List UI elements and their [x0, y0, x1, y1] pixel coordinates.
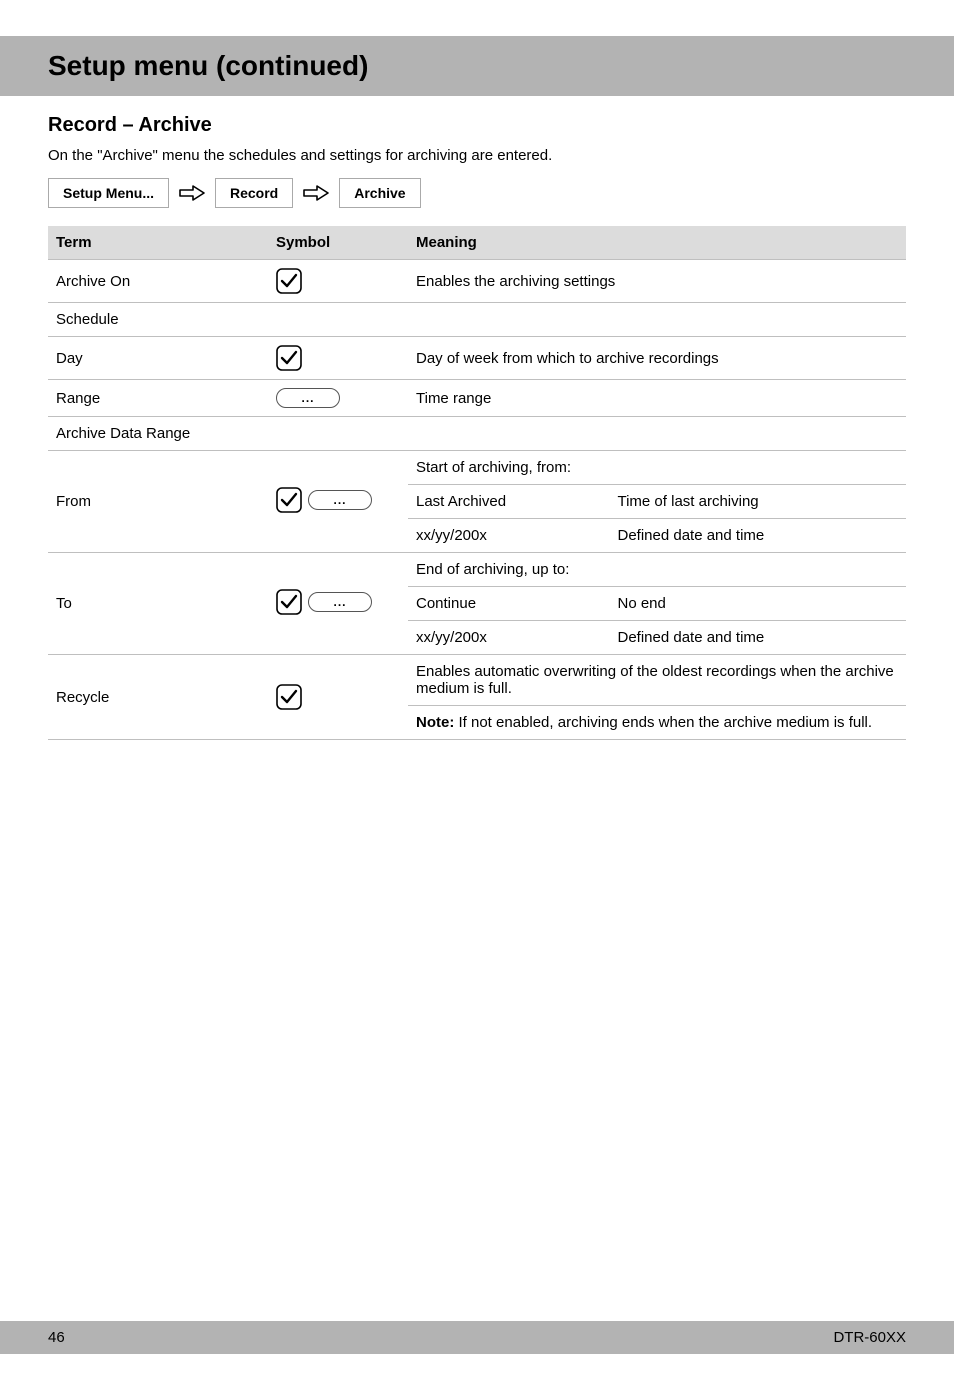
cell-option-label: xx/yy/200x	[408, 519, 609, 553]
pill-icon: ...	[276, 388, 340, 408]
cell-symbol	[268, 337, 408, 380]
cell-symbol	[268, 417, 408, 451]
footer-doc-id: DTR-60XX	[833, 1329, 906, 1346]
check-icon	[276, 268, 302, 294]
breadcrumb: Setup Menu... Record Archive	[48, 178, 906, 208]
check-icon	[276, 345, 302, 371]
col-header-symbol: Symbol	[268, 226, 408, 260]
cell-term: From	[48, 451, 268, 553]
cell-option-desc: Defined date and time	[609, 519, 906, 553]
cell-symbol: ...	[268, 380, 408, 417]
cell-symbol	[268, 303, 408, 337]
breadcrumb-item: Setup Menu...	[48, 178, 169, 208]
table-row: From ... Start of archiving, from:	[48, 451, 906, 485]
cell-option-label: Last Archived	[408, 485, 609, 519]
breadcrumb-item: Record	[215, 178, 293, 208]
cell-symbol	[268, 260, 408, 303]
cell-term: To	[48, 553, 268, 655]
footer-page-number: 46	[48, 1329, 65, 1346]
page: Setup menu (continued) Record – Archive …	[0, 36, 954, 1390]
title-band: Setup menu (continued)	[0, 36, 954, 96]
cell-term: Range	[48, 380, 268, 417]
breadcrumb-item: Archive	[339, 178, 420, 208]
cell-term: Archive Data Range	[48, 417, 268, 451]
table-row: Recycle Enables automatic overwriting of…	[48, 655, 906, 706]
cell-option-desc: Time of last archiving	[609, 485, 906, 519]
cell-note: Note: If not enabled, archiving ends whe…	[408, 706, 906, 740]
note-label: Note:	[416, 714, 454, 731]
cell-option-desc: No end	[609, 587, 906, 621]
cell-meaning: Enables automatic overwriting of the old…	[408, 655, 906, 706]
check-icon	[276, 589, 302, 615]
cell-term: Schedule	[48, 303, 268, 337]
pill-icon: ...	[308, 592, 372, 612]
pill-icon: ...	[308, 490, 372, 510]
col-header-meaning: Meaning	[408, 226, 906, 260]
table-row: Archive Data Range	[48, 417, 906, 451]
cell-symbol: ...	[268, 451, 408, 553]
cell-term: Archive On	[48, 260, 268, 303]
cell-symbol	[268, 655, 408, 740]
definitions-table: Term Symbol Meaning Archive On Enables t…	[48, 226, 906, 740]
arrow-right-icon	[303, 184, 329, 202]
cell-option-desc: Defined date and time	[609, 621, 906, 655]
table-row: Schedule	[48, 303, 906, 337]
cell-symbol: ...	[268, 553, 408, 655]
table-row: Day Day of week from which to archive re…	[48, 337, 906, 380]
cell-term: Day	[48, 337, 268, 380]
content-area: Record – Archive On the "Archive" menu t…	[0, 114, 954, 740]
table-row: To ... End of archiving, up to:	[48, 553, 906, 587]
cell-option-label: xx/yy/200x	[408, 621, 609, 655]
cell-meaning	[408, 417, 906, 451]
cell-term: Recycle	[48, 655, 268, 740]
table-row: Range ... Time range	[48, 380, 906, 417]
cell-meaning: Enables the archiving settings	[408, 260, 906, 303]
page-title: Setup menu (continued)	[48, 50, 954, 82]
cell-meaning	[408, 303, 906, 337]
page-footer: 46 DTR-60XX	[0, 1321, 954, 1354]
section-heading: Record – Archive	[48, 114, 906, 137]
cell-option-label: Continue	[408, 587, 609, 621]
arrow-right-icon	[179, 184, 205, 202]
cell-meaning: Time range	[408, 380, 906, 417]
section-intro: On the "Archive" menu the schedules and …	[48, 147, 906, 164]
cell-meaning: Day of week from which to archive record…	[408, 337, 906, 380]
cell-lead: Start of archiving, from:	[408, 451, 906, 485]
note-text: If not enabled, archiving ends when the …	[454, 714, 872, 731]
table-header-row: Term Symbol Meaning	[48, 226, 906, 260]
cell-lead: End of archiving, up to:	[408, 553, 906, 587]
col-header-term: Term	[48, 226, 268, 260]
check-icon	[276, 487, 302, 513]
table-row: Archive On Enables the archiving setting…	[48, 260, 906, 303]
check-icon	[276, 684, 302, 710]
